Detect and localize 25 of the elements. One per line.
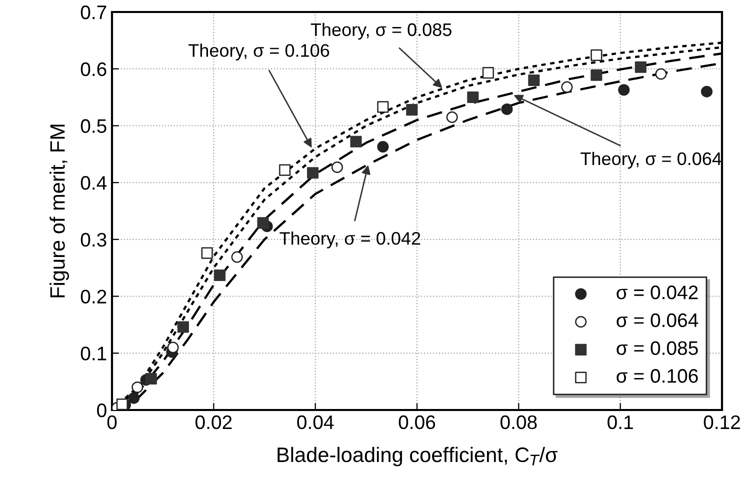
y-tick-label: 0.5 bbox=[80, 119, 106, 133]
y-tick-label: 0 bbox=[97, 403, 106, 418]
y-tick-label: 0.1 bbox=[80, 346, 106, 360]
y-tick-label: 0.3 bbox=[80, 232, 106, 247]
x-tick-label: 0.1 bbox=[608, 415, 633, 430]
x-tick-label: 0.12 bbox=[704, 415, 740, 430]
x-tick-label: 0.08 bbox=[500, 415, 537, 430]
x-tick-label: 0 bbox=[107, 415, 117, 430]
x-tick-label: 0.02 bbox=[196, 415, 232, 430]
annotation: Theory, σ = 0.042 bbox=[280, 232, 420, 248]
legend-label: σ = 0.042 bbox=[616, 286, 698, 300]
legend-label: σ = 0.106 bbox=[616, 369, 698, 383]
y-tick-label: 0.2 bbox=[80, 290, 106, 304]
annotation: Theory, σ = 0.064 bbox=[580, 152, 722, 169]
legend-label: σ = 0.064 bbox=[616, 313, 698, 328]
x-tick-label: 0.06 bbox=[398, 415, 436, 430]
x-axis-title: Blade-loading coefficient, C$_{T}$/σ bbox=[278, 446, 558, 466]
y-tick-label: 0.7 bbox=[80, 5, 106, 20]
x-tick-label: 0.04 bbox=[297, 415, 334, 430]
y-tick-label: 0.6 bbox=[80, 62, 106, 76]
annotation: Theory, σ = 0.085 bbox=[310, 22, 452, 40]
legend-label: σ = 0.085 bbox=[616, 341, 698, 355]
y-axis-title: Figure of merit, FM bbox=[50, 124, 69, 298]
annotation: Theory, σ = 0.106 bbox=[188, 44, 330, 60]
y-tick-label: 0.4 bbox=[80, 176, 107, 190]
